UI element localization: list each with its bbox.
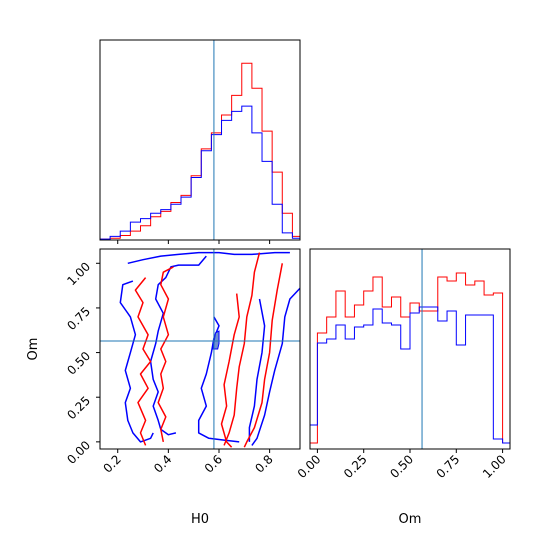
h0-xtick-label: 0.4 bbox=[151, 452, 174, 475]
contour-red-6 bbox=[157, 266, 174, 443]
contour-blue-5 bbox=[251, 287, 300, 446]
om-ytick-label: 0.75 bbox=[64, 304, 93, 333]
x-axis-label-om: Om bbox=[399, 512, 422, 527]
om-hist-xtick-label: 0.50 bbox=[387, 452, 416, 481]
contour-red-10 bbox=[223, 252, 261, 446]
h0-histogram-panel bbox=[99, 39, 301, 244]
h0-xtick-label: 0.8 bbox=[252, 452, 275, 475]
om-hist-xtick-label: 0.75 bbox=[434, 452, 463, 481]
om-histogram-panel: 0.00 0.25 0.50 0.75 1.00 bbox=[295, 248, 511, 481]
contour-blue-4 bbox=[248, 298, 266, 442]
contour-red-7 bbox=[134, 277, 152, 446]
x-axis-label-h0: H0 bbox=[191, 512, 209, 527]
h0-xtick-label: 0.2 bbox=[100, 452, 123, 475]
om-ytick-label: 1.00 bbox=[64, 260, 93, 289]
om-ytick-label: 0.50 bbox=[64, 349, 93, 378]
h0-xtick-label: 0.6 bbox=[202, 452, 225, 475]
contour-blue-1 bbox=[119, 280, 154, 443]
om-hist-xtick-label: 0.00 bbox=[295, 452, 324, 481]
h0-histogram-frame bbox=[99, 39, 301, 241]
h0-om-contour-panel: 0.2 0.4 0.6 0.8 0.00 0.25 0.50 0.75 1.00 bbox=[64, 248, 301, 476]
contour-blue-2 bbox=[127, 251, 290, 265]
contour-frame bbox=[99, 248, 301, 450]
contour-red-8 bbox=[220, 293, 240, 448]
om-hist-xtick-label: 1.00 bbox=[480, 452, 509, 481]
y-axis-label-om: Om bbox=[26, 338, 41, 361]
h0-histogram-blue bbox=[100, 105, 300, 240]
om-histogram-red bbox=[310, 272, 510, 449]
contour-red-9 bbox=[243, 263, 284, 448]
om-ytick-label: 0.00 bbox=[64, 438, 93, 467]
om-hist-xtick-label: 0.25 bbox=[341, 452, 370, 481]
h0-histogram-red bbox=[100, 62, 300, 240]
om-histogram-blue bbox=[310, 306, 510, 449]
contour-blue-0 bbox=[149, 255, 207, 436]
om-ytick-label: 0.25 bbox=[64, 393, 93, 422]
